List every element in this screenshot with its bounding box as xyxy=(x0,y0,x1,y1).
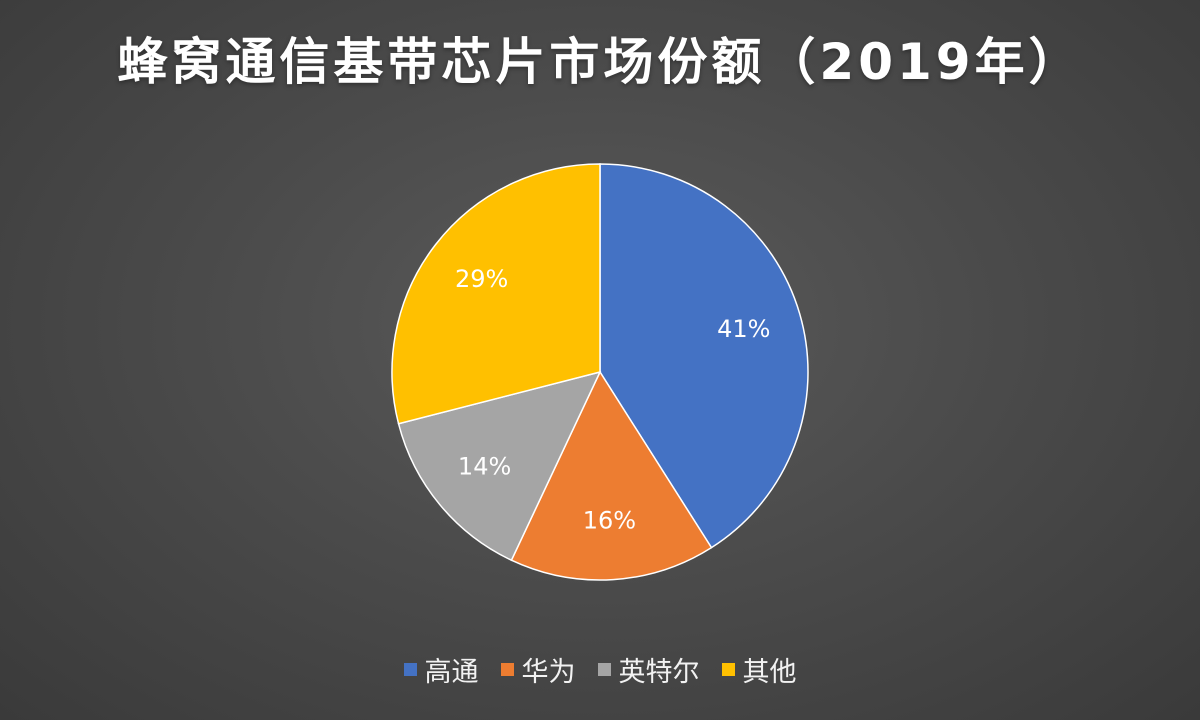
data-label-others: 29% xyxy=(455,265,508,293)
pie-slice-huawei xyxy=(510,370,713,581)
legend-label-huawei: 华为 xyxy=(521,657,576,688)
legend-item-huawei: 华为 xyxy=(500,650,576,689)
legend-label-qualcomm: 高通 xyxy=(424,657,479,688)
data-label-huawei: 16% xyxy=(583,506,636,534)
data-label-qualcomm: 41% xyxy=(717,315,770,343)
legend-swatch-others xyxy=(721,663,735,676)
legend-label-intel: 英特尔 xyxy=(618,657,700,688)
data-label-intel: 14% xyxy=(458,452,511,480)
legend-swatch-intel xyxy=(597,663,611,676)
legend: 高通 华为 英特尔 其他 xyxy=(0,650,1200,689)
legend-item-others: 其他 xyxy=(721,650,797,689)
legend-label-others: 其他 xyxy=(742,657,797,688)
pie-slice-others xyxy=(391,163,601,425)
legend-swatch-huawei xyxy=(500,663,514,676)
pie-slice-intel xyxy=(397,370,602,562)
legend-item-qualcomm: 高通 xyxy=(403,650,479,689)
chart-title: 蜂窝通信基带芯片市场份额（2019年） xyxy=(117,33,1083,91)
legend-item-intel: 英特尔 xyxy=(597,650,700,689)
pie-slice-qualcomm xyxy=(599,163,809,549)
legend-swatch-qualcomm xyxy=(403,663,417,676)
